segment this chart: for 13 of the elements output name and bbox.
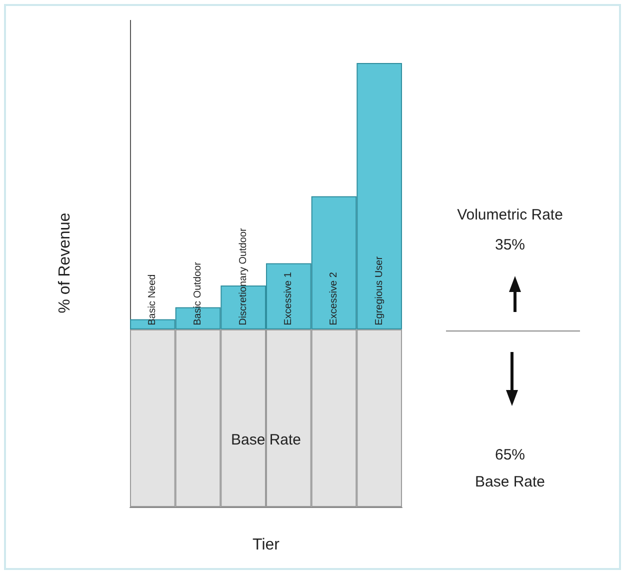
annotation: Base Rate xyxy=(230,432,302,448)
x-tick-label: Excessive 1 xyxy=(283,272,294,326)
x-tick-label: Basic Outdoor xyxy=(192,261,204,326)
x-tick-label: Egregious User xyxy=(374,256,385,326)
x-tick-label: Discretionary Outdoor xyxy=(238,227,249,326)
text: Base Rate xyxy=(474,474,546,490)
text: 35% xyxy=(494,236,526,254)
x-tick-label: Basic Need xyxy=(147,274,158,326)
x-axis-title: Tier xyxy=(252,536,280,554)
text: 65% xyxy=(494,446,526,464)
text: Volumetric Rate xyxy=(457,206,563,224)
x-tick-label: Excessive 2 xyxy=(328,272,340,326)
y-axis-title: % of Revenue xyxy=(56,212,74,314)
